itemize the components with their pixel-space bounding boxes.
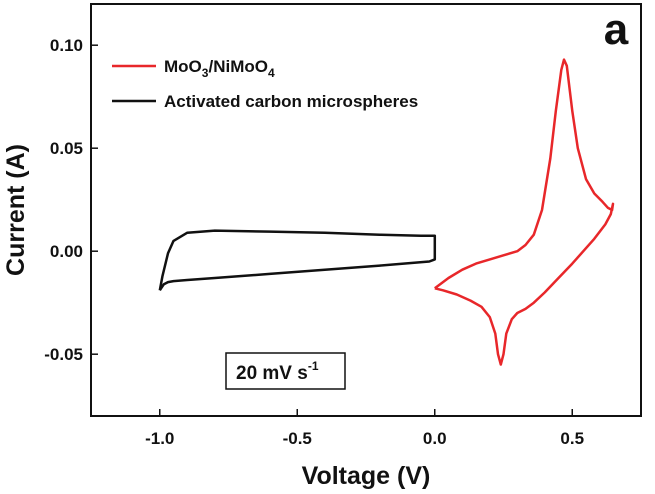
x-tick-label: -1.0 <box>145 429 174 448</box>
panel-label: a <box>604 5 629 54</box>
y-tick-label: 0.00 <box>50 242 83 261</box>
legend-label-activated-carbon: Activated carbon microspheres <box>164 92 418 111</box>
series-layer <box>158 58 615 366</box>
x-axis-title: Voltage (V) <box>302 462 431 490</box>
series-line-moo3-nimoo4 <box>434 58 615 366</box>
y-tick-label: -0.05 <box>44 345 83 364</box>
scan-rate-annotation: 20 mV s-1 <box>225 352 346 390</box>
x-tick-label: 0.5 <box>560 429 584 448</box>
axis-ticks: -1.0 -0.5 0.0 0.5 -0.05 0.00 0.05 0.10 <box>44 36 584 448</box>
y-tick-label: 0.05 <box>50 139 83 158</box>
y-tick-label: 0.10 <box>50 36 83 55</box>
plot-frame <box>90 3 642 417</box>
series-line-activated-carbon <box>158 229 437 291</box>
legend-label-moo3-nimoo4: MoO3/NiMoO4 <box>164 57 275 80</box>
x-tick-label: -0.5 <box>283 429 312 448</box>
y-axis-title: Current (A) <box>2 144 30 276</box>
x-tick-label: 0.0 <box>423 429 447 448</box>
legend: MoO3/NiMoO4 Activated carbon microsphere… <box>112 57 418 111</box>
annotation-box <box>225 352 346 390</box>
annotation-text: 20 mV s-1 <box>236 359 319 384</box>
